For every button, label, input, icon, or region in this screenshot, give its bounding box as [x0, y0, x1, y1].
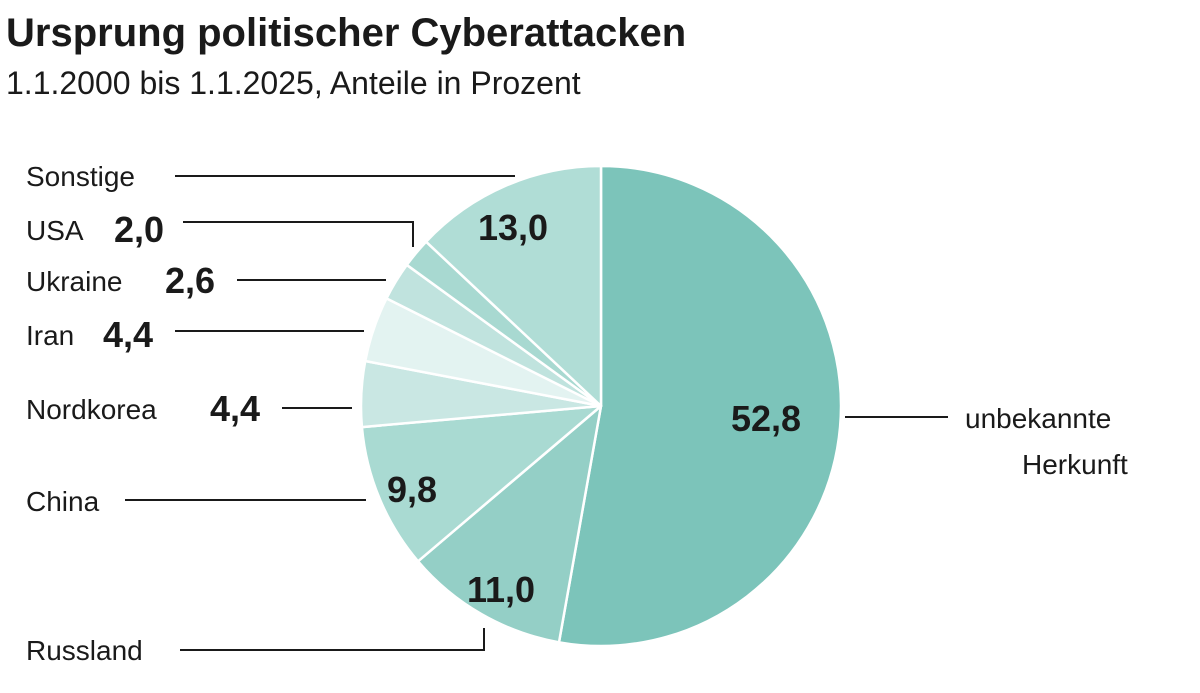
value-usa: 2,0: [114, 209, 164, 250]
label-china: China: [26, 486, 100, 517]
pie-slice-unbekannte-herkunft: [557, 164, 843, 648]
label-nordkorea: Nordkorea: [26, 394, 157, 425]
value-sonstige: 13,0: [478, 207, 548, 248]
value-iran: 4,4: [103, 314, 153, 355]
label-iran: Iran: [26, 320, 74, 351]
label-sonstige: Sonstige: [26, 161, 135, 192]
value-ukraine: 2,6: [165, 260, 215, 301]
value-china: 9,8: [387, 469, 437, 510]
label-russland: Russland: [26, 635, 143, 666]
label-unbekannt-line1: unbekannte: [965, 403, 1111, 434]
chart-title: Ursprung politischer Cyberattacken: [6, 11, 686, 55]
label-unbekannt-line2: Herkunft: [1022, 449, 1128, 480]
pie-slice-russland: [416, 404, 603, 644]
leader-line-usa: [183, 221, 414, 247]
leader-line-russland: [180, 628, 485, 651]
pie-slice-sonstige: [424, 164, 603, 408]
chart-subtitle: 1.1.2000 bis 1.1.2025, Anteile in Prozen…: [6, 65, 581, 101]
value-nordkorea: 4,4: [210, 388, 260, 429]
label-usa: USA: [26, 215, 84, 246]
value-unbekannt: 52,8: [731, 398, 801, 439]
pie-slices: [359, 164, 843, 648]
value-russland: 11,0: [467, 569, 535, 610]
pie-slice-china: [360, 404, 603, 563]
label-ukraine: Ukraine: [26, 266, 122, 297]
